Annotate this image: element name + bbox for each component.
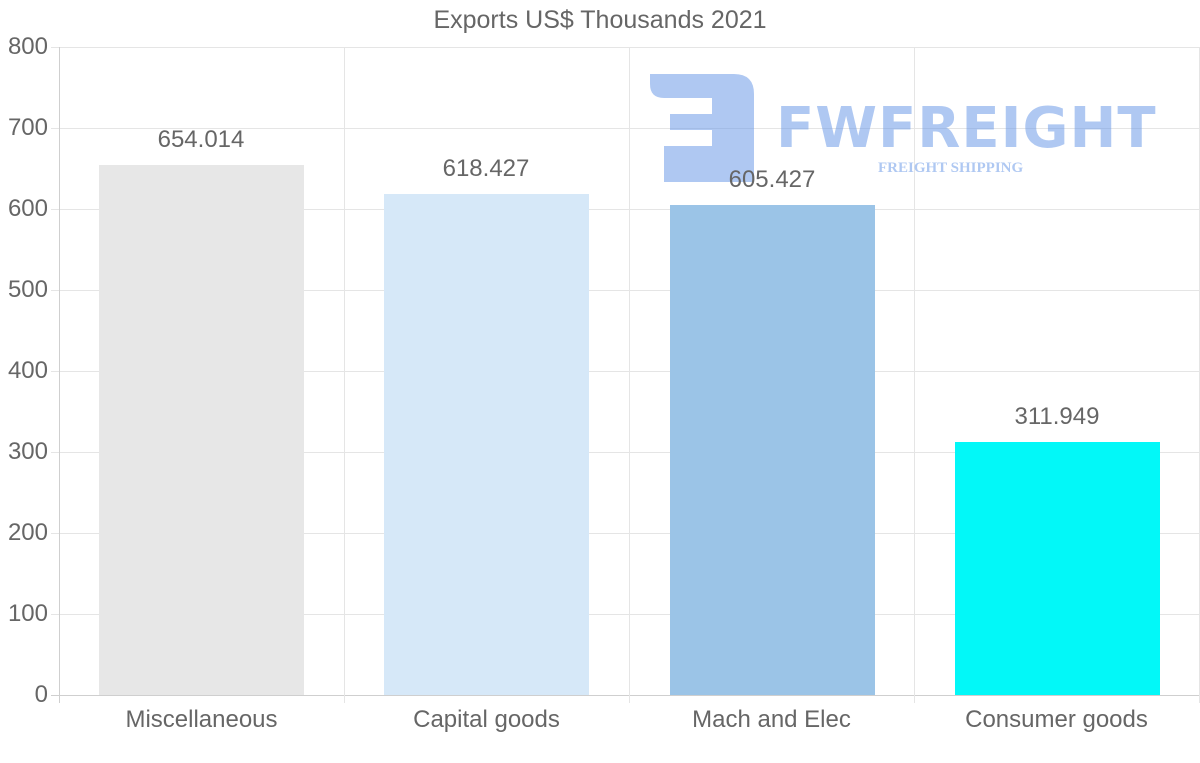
x-label-miscellaneous: Miscellaneous: [125, 706, 278, 733]
y-tick-500: 500: [7, 276, 48, 303]
gridline-0: [51, 695, 1200, 696]
gridline-500: [51, 290, 1200, 291]
x-label-consumer-goods: Consumer goods: [965, 706, 1148, 733]
gridline-800: [51, 47, 1200, 48]
vgrid-1: [344, 47, 345, 703]
y-tick-600: 600: [7, 195, 48, 222]
gridline-700: [51, 128, 1200, 129]
gridline-400: [51, 371, 1200, 372]
vgrid-2: [629, 47, 630, 703]
bar-value-label: 311.949: [1014, 403, 1100, 430]
bar-capital-goods[interactable]: [384, 194, 589, 695]
y-tick-400: 400: [7, 357, 48, 384]
y-tick-700: 700: [7, 114, 48, 141]
gridline-600: [51, 209, 1200, 210]
y-axis-line: [59, 47, 60, 703]
bar-value-label: 618.427: [442, 155, 530, 182]
bar-mach-and-elec[interactable]: [670, 205, 875, 695]
y-tick-100: 100: [7, 600, 48, 627]
bar-value-label: 654.014: [157, 126, 245, 153]
bar-miscellaneous[interactable]: [99, 165, 304, 695]
bar-value-label: 605.427: [728, 166, 816, 193]
y-tick-300: 300: [7, 438, 48, 465]
y-tick-800: 800: [7, 33, 48, 60]
gridline-200: [51, 533, 1200, 534]
y-tick-0: 0: [34, 681, 48, 708]
bar-consumer-goods[interactable]: [955, 442, 1160, 695]
y-tick-200: 200: [7, 519, 48, 546]
gridline-300: [51, 452, 1200, 453]
x-label-mach-and-elec: Mach and Elec: [692, 706, 851, 733]
chart-title: Exports US$ Thousands 2021: [433, 6, 767, 34]
gridline-100: [51, 614, 1200, 615]
x-label-capital-goods: Capital goods: [413, 706, 560, 733]
vgrid-3: [914, 47, 915, 703]
